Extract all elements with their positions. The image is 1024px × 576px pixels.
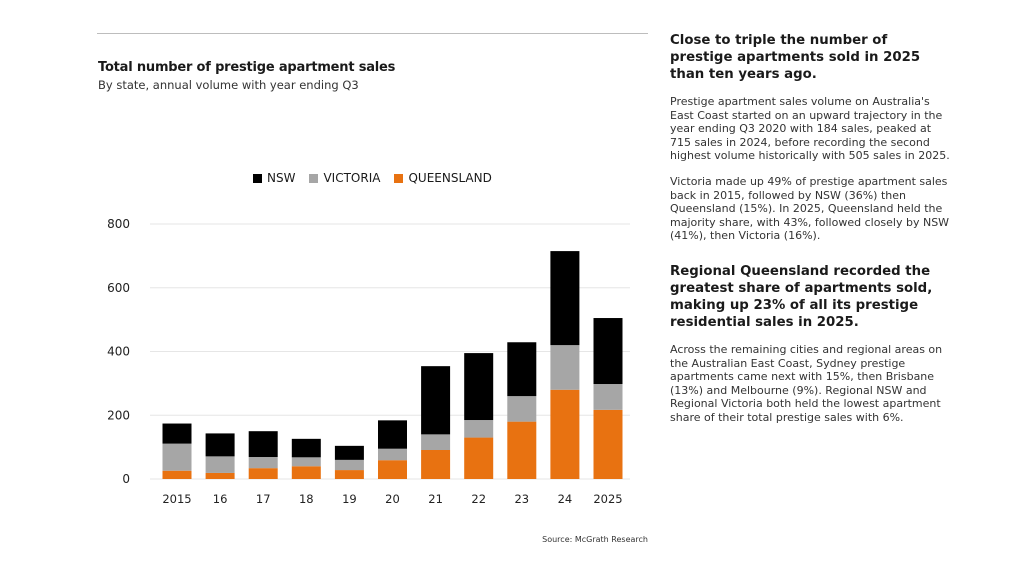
bar-segment-nsw (593, 318, 623, 385)
bar-segment-queensland (464, 437, 494, 479)
top-divider (97, 33, 648, 34)
legend-item-victoria: VICTORIA (309, 171, 380, 185)
chart-subtitle: By state, annual volume with year ending… (98, 78, 359, 92)
y-tick-label: 200 (107, 408, 130, 422)
bar-segment-nsw (421, 366, 451, 435)
bar-segment-queensland (421, 449, 451, 479)
bar-segment-victoria (162, 443, 192, 471)
legend-swatch (253, 173, 262, 183)
bar-segment-nsw (205, 433, 235, 457)
bar-segment-queensland (291, 466, 321, 479)
y-tick-label: 0 (122, 472, 130, 486)
commentary-heading-1: Close to triple the number of prestige a… (670, 33, 921, 82)
legend-label: NSW (267, 171, 296, 185)
bar-segment-nsw (248, 431, 278, 458)
bar-segment-nsw (507, 342, 537, 397)
bar-segment-queensland (205, 472, 235, 479)
commentary-panel: Close to triple the number of prestige a… (670, 32, 950, 437)
chart-legend: NSW VICTORIA QUEENSLAND (253, 171, 492, 185)
commentary-heading-2: Regional Queensland recorded the greates… (670, 263, 933, 330)
bar-segment-victoria (507, 396, 537, 422)
x-tick-label: 23 (514, 492, 529, 506)
legend-item-queensland: QUEENSLAND (394, 171, 492, 185)
bar-segment-nsw (291, 438, 321, 458)
legend-swatch (394, 173, 404, 183)
chart-source: Source: McGrath Research (542, 535, 648, 544)
bar-segment-queensland (248, 468, 278, 479)
x-tick-label: 2015 (162, 492, 191, 506)
x-tick-label: 2025 (593, 492, 622, 506)
bar-segment-nsw (464, 353, 494, 421)
legend-label: QUEENSLAND (408, 171, 492, 185)
x-tick-label: 16 (213, 492, 228, 506)
y-tick-label: 400 (107, 345, 130, 359)
bar-segment-victoria (378, 448, 407, 461)
bar-segment-queensland (593, 409, 623, 479)
bar-segment-victoria (248, 457, 278, 469)
legend-item-nsw: NSW (253, 171, 295, 185)
bar-segment-victoria (334, 459, 364, 471)
x-tick-label: 21 (428, 492, 443, 506)
bar-segment-queensland (550, 389, 580, 479)
stacked-bar-chart: 0 200 400 600 800 2015 16 17 18 19 20 21 22 23 24 2025 (107, 217, 630, 506)
legend-swatch (309, 173, 319, 183)
x-tick-label: 20 (385, 492, 400, 506)
bar-segment-queensland (162, 470, 192, 479)
x-tick-label: 17 (256, 492, 271, 506)
bar-segment-nsw (550, 251, 580, 346)
bar-segment-nsw (334, 445, 364, 460)
bar-segment-victoria (464, 420, 494, 438)
commentary-paragraph-2: Victoria made up 49% of prestige apartme… (670, 174, 950, 243)
y-tick-label: 600 (107, 281, 130, 295)
bar-segment-nsw (378, 420, 407, 449)
bar-segment-victoria (421, 434, 451, 450)
bar-segment-queensland (507, 421, 537, 479)
bar-segment-queensland (334, 470, 364, 479)
bar-segment-victoria (593, 384, 623, 410)
x-tick-label: 18 (299, 492, 314, 506)
x-tick-label: 19 (342, 492, 357, 506)
bar-segment-victoria (550, 345, 580, 390)
bar-segment-nsw (162, 423, 192, 444)
x-tick-label: 22 (471, 492, 486, 506)
y-tick-label: 800 (107, 217, 130, 231)
commentary-paragraph-1: Prestige apartment sales volume on Austr… (670, 95, 950, 163)
legend-label: VICTORIA (323, 171, 381, 185)
chart-title: Total number of prestige apartment sales (98, 60, 396, 75)
x-tick-label: 24 (558, 492, 573, 506)
commentary-paragraph-3: Across the remaining cities and regional… (670, 342, 943, 424)
bar-segment-victoria (205, 456, 235, 473)
bar-segment-victoria (291, 457, 321, 467)
bar-segment-queensland (378, 460, 407, 479)
